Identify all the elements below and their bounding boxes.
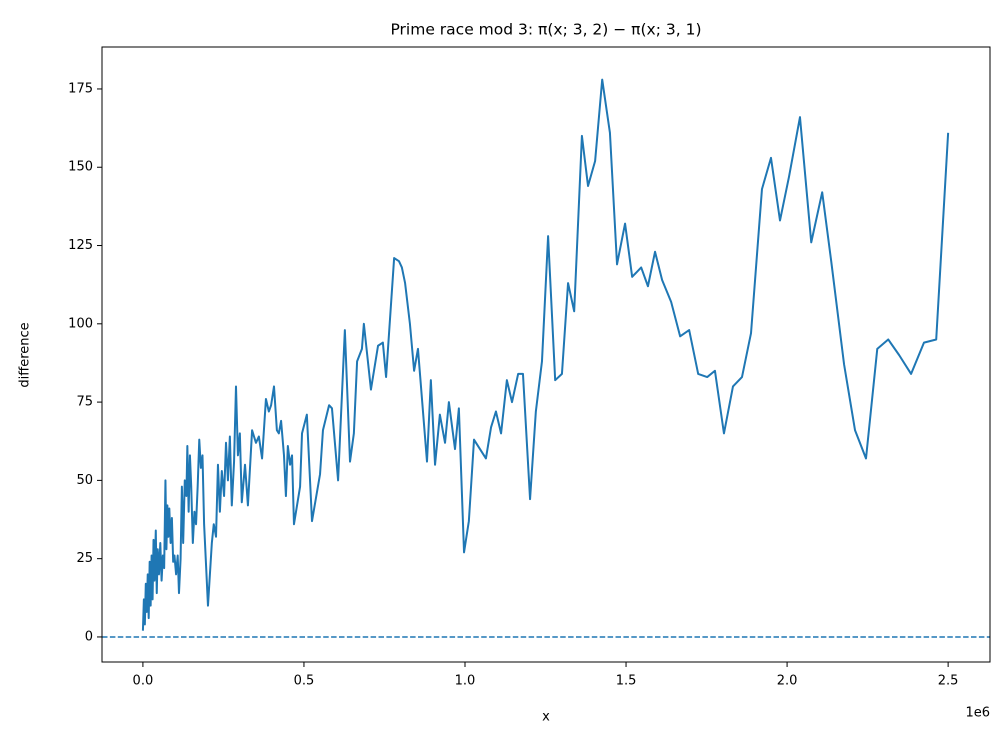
x-tick-label: 1.5 [616,674,637,689]
y-tick-label: 25 [76,551,93,566]
y-tick-label: 100 [68,316,93,331]
y-tick-label: 75 [76,395,93,410]
plot-frame [101,46,991,663]
data-line [141,78,950,631]
y-tick-label: 175 [68,81,93,96]
x-offset-label: 1e6 [965,706,990,721]
y-tick-label: 150 [68,160,93,175]
y-tick-label: 125 [68,238,93,253]
y-tick-label: 0 [85,629,93,644]
x-axis-label: x [542,710,550,725]
x-tick-label: 0.0 [133,674,154,689]
x-tick-label: 2.5 [938,674,959,689]
x-tick-label: 1.0 [455,674,476,689]
x-tick-label: 2.0 [777,674,798,689]
y-tick-label: 50 [76,473,93,488]
y-axis-label: difference [18,322,33,387]
chart-title: Prime race mod 3: π(x; 3, 2) − π(x; 3, 1… [390,21,701,39]
x-tick-label: 0.5 [294,674,315,689]
